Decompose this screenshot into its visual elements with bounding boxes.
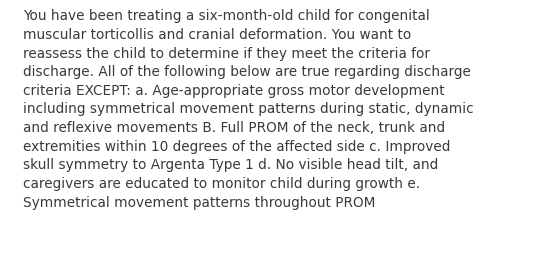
- Text: You have been treating a six-month-old child for congenital
muscular torticollis: You have been treating a six-month-old c…: [23, 10, 474, 210]
